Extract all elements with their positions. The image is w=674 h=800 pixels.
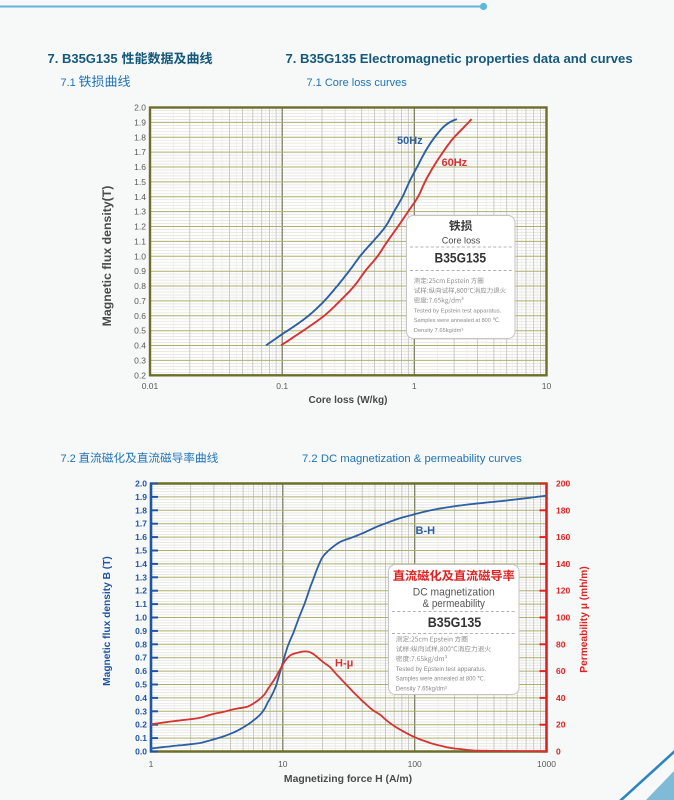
svg-text:10: 10 (278, 759, 288, 769)
svg-text:0.8: 0.8 (134, 281, 146, 291)
svg-text:1.6: 1.6 (135, 532, 147, 542)
svg-text:1.5: 1.5 (135, 546, 147, 556)
svg-text:1.9: 1.9 (135, 492, 147, 502)
svg-text:10: 10 (542, 381, 552, 391)
svg-text:Density 7.65kg/dm³: Density 7.65kg/dm³ (396, 687, 447, 693)
svg-text:DC magnetization: DC magnetization (413, 587, 495, 599)
svg-text:20: 20 (556, 720, 566, 730)
svg-text:1.5: 1.5 (134, 177, 146, 187)
svg-text:180: 180 (556, 505, 570, 515)
svg-text:Density 7.65kg/dm³: Density 7.65kg/dm³ (414, 328, 464, 334)
svg-text:100: 100 (556, 613, 570, 623)
svg-text:0.1: 0.1 (276, 381, 288, 391)
svg-text:80: 80 (556, 639, 566, 649)
svg-text:Permeability μ (mh/m): Permeability μ (mh/m) (579, 566, 590, 672)
svg-text:Tested by Epstein test apparat: Tested by Epstein test apparatus. (414, 308, 502, 314)
svg-text:B-H: B-H (416, 525, 436, 537)
svg-text:0.3: 0.3 (134, 355, 146, 365)
svg-text:0.7: 0.7 (135, 653, 147, 663)
svg-text:7. B35G135 Electromagnetic pro: 7. B35G135 Electromagnetic properties da… (286, 51, 633, 66)
svg-text:0.9: 0.9 (134, 266, 146, 276)
svg-text:1.7: 1.7 (135, 519, 147, 529)
svg-text:Tested by Epstein test apparat: Tested by Epstein test apparatus. (396, 667, 487, 673)
svg-text:0.4: 0.4 (135, 693, 147, 703)
svg-text:1.8: 1.8 (135, 505, 147, 515)
svg-text:1.3: 1.3 (134, 207, 146, 217)
svg-text:140: 140 (556, 559, 570, 569)
svg-text:1.7: 1.7 (134, 147, 146, 157)
svg-text:Samples were annealed at 800 ℃: Samples were annealed at 800 ℃. (414, 318, 501, 324)
svg-text:0.1: 0.1 (135, 733, 147, 743)
svg-text:1.4: 1.4 (135, 559, 147, 569)
svg-text:200: 200 (556, 479, 570, 489)
svg-text:0.5: 0.5 (134, 326, 146, 336)
svg-text:0.9: 0.9 (135, 626, 147, 636)
svg-text:0.6: 0.6 (135, 666, 147, 676)
svg-text:Core loss: Core loss (442, 236, 481, 247)
svg-text:60: 60 (556, 666, 566, 676)
svg-text:1: 1 (149, 759, 154, 769)
svg-text:1.4: 1.4 (134, 192, 146, 202)
svg-text:1.9: 1.9 (134, 117, 146, 127)
svg-text:7.2 DC magnetization & permeab: 7.2 DC magnetization & permeability curv… (302, 453, 522, 465)
svg-text:B35G135: B35G135 (428, 614, 482, 630)
svg-text:& permeability: & permeability (423, 598, 486, 610)
svg-text:H-μ: H-μ (335, 658, 353, 670)
svg-text:Magnetizing force H (A/m): Magnetizing force H (A/m) (284, 774, 412, 785)
svg-text:Magnetic flux density B (T): Magnetic flux density B (T) (102, 556, 113, 686)
svg-text:100: 100 (408, 759, 422, 769)
svg-text:0.0: 0.0 (135, 747, 147, 757)
svg-text:0.2: 0.2 (135, 720, 147, 730)
svg-text:7.1 Core loss curves: 7.1 Core loss curves (307, 77, 408, 89)
svg-text:Samples were annealed at 800 ℃: Samples were annealed at 800 ℃. (396, 677, 486, 683)
svg-text:120: 120 (556, 586, 570, 596)
svg-text:1.6: 1.6 (134, 162, 146, 172)
svg-text:1.1: 1.1 (134, 236, 146, 246)
svg-text:1.2: 1.2 (134, 222, 146, 232)
svg-text:1.2: 1.2 (135, 586, 147, 596)
svg-text:0.8: 0.8 (135, 639, 147, 649)
svg-text:7.2: 7.2 (61, 453, 76, 465)
svg-text:50Hz: 50Hz (397, 135, 423, 147)
svg-text:0.5: 0.5 (135, 680, 147, 690)
svg-text:1.0: 1.0 (134, 251, 146, 261)
svg-text:1.3: 1.3 (135, 572, 147, 582)
svg-text:1.0: 1.0 (135, 613, 147, 623)
svg-text:160: 160 (556, 532, 570, 542)
svg-text:0: 0 (556, 747, 561, 757)
svg-text:Core loss (W/kg): Core loss (W/kg) (309, 395, 388, 406)
svg-text:B35G135: B35G135 (435, 251, 487, 266)
svg-text:2.0: 2.0 (134, 103, 146, 113)
svg-text:40: 40 (556, 693, 566, 703)
svg-text:7. B35G135: 7. B35G135 (48, 51, 118, 66)
svg-text:Magnetic flux density(T): Magnetic flux density(T) (100, 186, 114, 327)
svg-text:7.1: 7.1 (61, 77, 76, 89)
svg-text:0.2: 0.2 (134, 370, 146, 380)
svg-text:0.6: 0.6 (134, 311, 146, 321)
svg-text:1000: 1000 (537, 759, 556, 769)
svg-text:0.4: 0.4 (134, 341, 146, 351)
svg-text:0.01: 0.01 (142, 381, 159, 391)
svg-text:0.7: 0.7 (134, 296, 146, 306)
svg-text:2.0: 2.0 (135, 479, 147, 489)
svg-text:0.3: 0.3 (135, 706, 147, 716)
svg-text:1.1: 1.1 (135, 599, 147, 609)
svg-text:1: 1 (412, 381, 417, 391)
svg-text:1.8: 1.8 (134, 132, 146, 142)
svg-text:60Hz: 60Hz (442, 157, 468, 169)
